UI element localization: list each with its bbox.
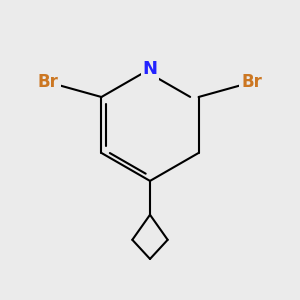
Text: Br: Br <box>241 73 262 91</box>
Text: Br: Br <box>38 73 59 91</box>
Text: N: N <box>142 60 158 78</box>
